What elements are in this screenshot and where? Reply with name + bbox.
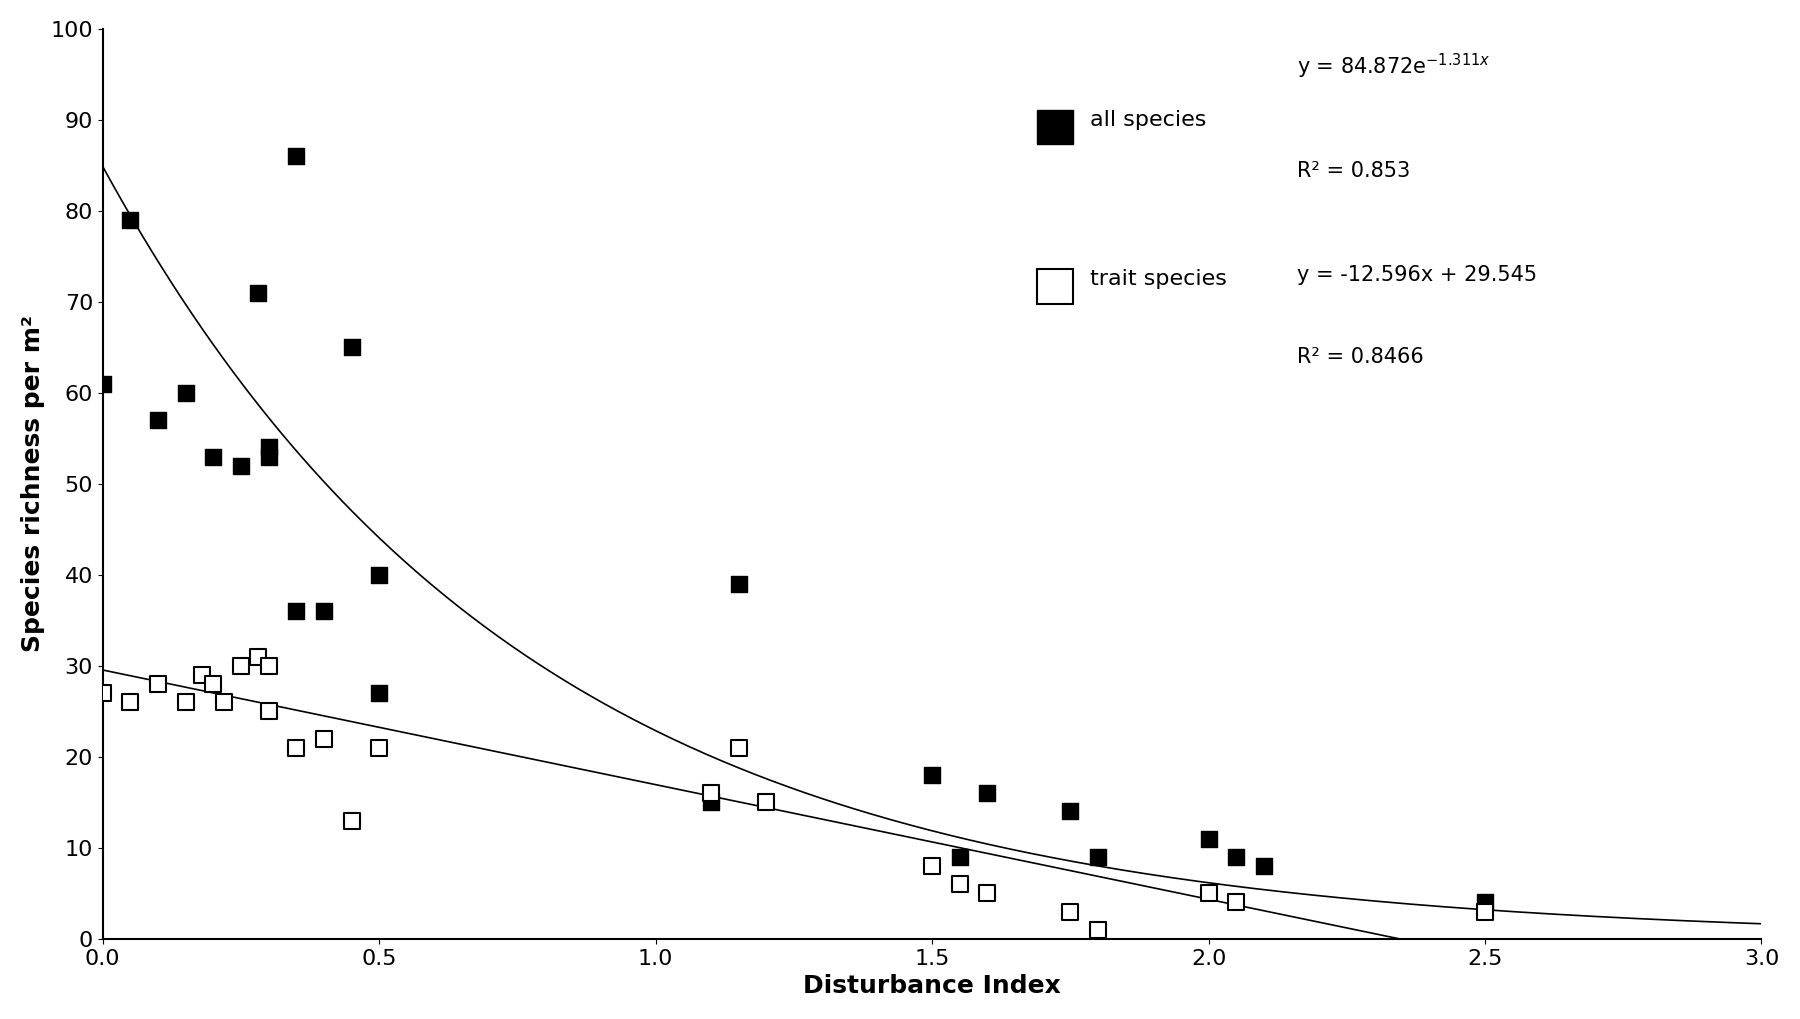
- Point: [254, 448, 283, 465]
- Point: [974, 886, 1003, 902]
- X-axis label: Disturbance Index: Disturbance Index: [803, 974, 1060, 999]
- Text: y = 84.872e$^{-1.311x}$: y = 84.872e$^{-1.311x}$: [1298, 52, 1490, 81]
- Point: [365, 567, 394, 583]
- Point: [1084, 921, 1112, 937]
- Point: [144, 676, 173, 692]
- Point: [337, 812, 365, 828]
- Point: [243, 649, 272, 665]
- Point: [283, 603, 311, 620]
- Point: [752, 794, 781, 810]
- Point: [283, 148, 311, 164]
- Point: [697, 785, 725, 801]
- Point: [1471, 904, 1499, 920]
- Point: [365, 685, 394, 701]
- Point: [1222, 895, 1251, 911]
- Point: [243, 284, 272, 301]
- Point: [310, 731, 338, 747]
- Point: [1193, 830, 1222, 847]
- Point: [115, 212, 144, 228]
- Point: [171, 385, 200, 401]
- Point: [227, 458, 256, 474]
- Point: [1249, 858, 1278, 874]
- Text: trait species: trait species: [1089, 269, 1226, 289]
- Point: [724, 576, 752, 592]
- Point: [1057, 904, 1085, 920]
- Point: [227, 657, 256, 674]
- Point: [187, 666, 216, 683]
- Point: [1193, 886, 1222, 902]
- Point: [1471, 895, 1499, 911]
- Text: all species: all species: [1089, 110, 1206, 129]
- Point: [88, 685, 117, 701]
- Point: [254, 703, 283, 719]
- Point: [171, 694, 200, 710]
- Point: [1084, 849, 1112, 865]
- FancyBboxPatch shape: [1037, 269, 1073, 304]
- Point: [254, 657, 283, 674]
- Point: [200, 676, 229, 692]
- Point: [88, 376, 117, 392]
- Y-axis label: Species richness per m²: Species richness per m²: [22, 315, 45, 652]
- Point: [254, 439, 283, 455]
- Point: [115, 694, 144, 710]
- Point: [1057, 803, 1085, 819]
- Point: [283, 740, 311, 756]
- Point: [211, 694, 239, 710]
- Point: [974, 785, 1003, 801]
- Point: [337, 339, 365, 356]
- FancyBboxPatch shape: [1037, 110, 1073, 145]
- Point: [945, 849, 974, 865]
- Point: [918, 858, 947, 874]
- Point: [365, 740, 394, 756]
- Point: [697, 794, 725, 810]
- Point: [310, 603, 338, 620]
- Text: y = -12.596x + 29.545: y = -12.596x + 29.545: [1298, 265, 1537, 285]
- Point: [724, 740, 752, 756]
- Text: R² = 0.853: R² = 0.853: [1298, 161, 1409, 180]
- Text: R² = 0.8466: R² = 0.8466: [1298, 347, 1424, 368]
- Point: [945, 876, 974, 893]
- Point: [1222, 849, 1251, 865]
- Point: [144, 412, 173, 428]
- Point: [200, 448, 229, 465]
- Point: [918, 767, 947, 784]
